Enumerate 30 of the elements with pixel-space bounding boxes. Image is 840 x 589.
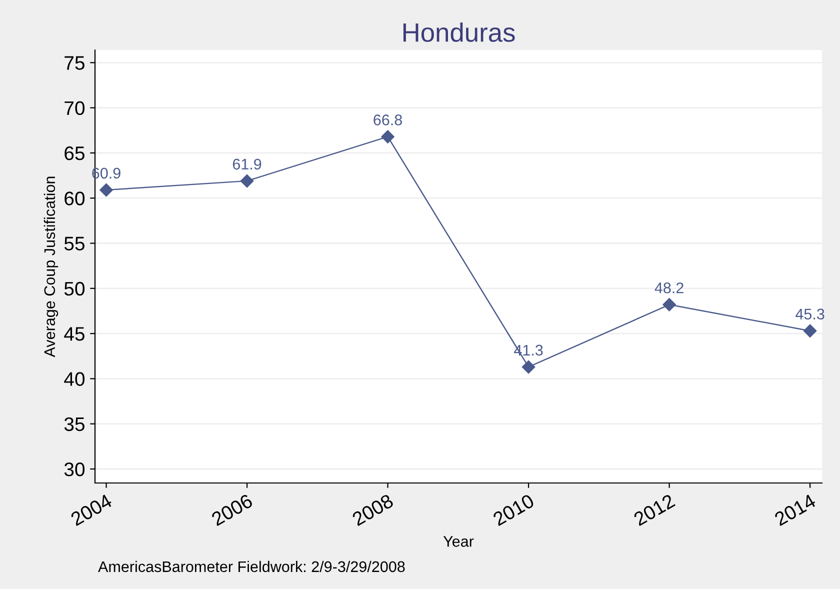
point [240,174,254,188]
y-tick-label: 65 [64,146,84,160]
data-label: 66.8 [374,114,402,126]
x-tick-label: 2010 [492,494,536,526]
y-tick-label: 75 [64,56,84,70]
y-tick-label: 40 [64,372,85,386]
y-tick-label: 50 [64,282,85,296]
y-tick-label: 30 [64,462,85,476]
point [662,298,676,312]
y-tick-label: 35 [64,417,84,432]
point [100,183,113,197]
point [522,360,536,374]
y-tick-label: 55 [64,236,84,250]
data-label: 61.9 [232,158,262,170]
x-tick-label: 2012 [632,494,676,526]
point [381,130,394,144]
y-tick-label: 70 [64,101,85,116]
y-tick-label: 60 [64,192,85,206]
point [803,324,817,338]
data-label: 48.2 [654,282,684,294]
y-axis-title: Average Coup Justification [44,176,58,358]
x-tick-label: 2006 [210,494,254,526]
data-label: 45.3 [796,308,824,320]
x-tick-label: 2008 [351,494,394,526]
y-tick-label: 45 [64,327,84,341]
x-axis-title: Year [443,536,474,547]
chart-title: Honduras [403,22,515,42]
text: AmericasBarometer Fieldwork: 2/9-3/29/2008 [98,560,405,572]
x-tick-label: 2014 [774,493,817,526]
x-tick-label: 2004 [70,493,113,526]
